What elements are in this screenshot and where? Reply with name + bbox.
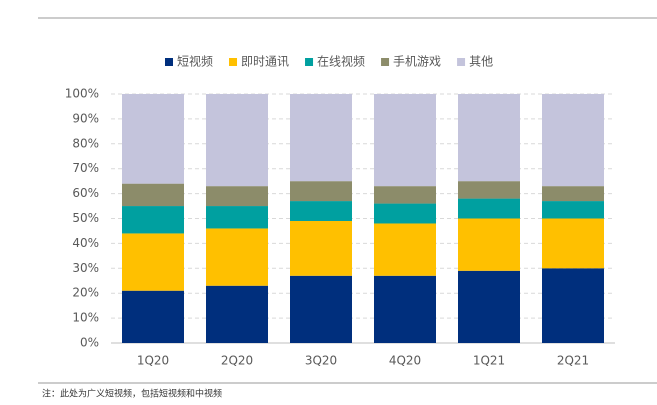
bar-segment xyxy=(374,203,436,224)
y-tick-label: 90% xyxy=(72,111,99,125)
bar-segment xyxy=(206,285,268,343)
y-tick-label: 50% xyxy=(72,211,99,225)
legend-marker xyxy=(165,58,173,66)
bar-segment xyxy=(542,186,604,202)
bar-segment xyxy=(458,218,520,271)
bar-segment xyxy=(122,233,184,291)
legend-marker xyxy=(457,58,466,66)
legend-marker xyxy=(381,58,390,66)
bar-segment xyxy=(290,220,352,276)
bar-segment xyxy=(122,94,184,184)
bar-segment xyxy=(122,290,184,343)
bar-segment xyxy=(206,94,268,187)
y-tick-label: 30% xyxy=(72,261,99,275)
bar-segment xyxy=(458,181,520,199)
bar-segment xyxy=(374,94,436,187)
bar-segment xyxy=(458,270,520,343)
y-tick-label: 20% xyxy=(72,286,99,300)
y-tick-label: 100% xyxy=(65,87,99,101)
bar-segment xyxy=(542,94,604,187)
bar-segment xyxy=(542,218,604,269)
bar-segment xyxy=(206,186,268,207)
bar-segment xyxy=(122,206,184,234)
bar-segment xyxy=(206,228,268,286)
legend-label: 即时通讯 xyxy=(241,55,289,69)
y-tick-label: 80% xyxy=(72,136,99,150)
y-tick-label: 0% xyxy=(80,336,99,350)
bar-segment xyxy=(290,94,352,182)
bar-segment xyxy=(542,268,604,343)
y-tick-label: 60% xyxy=(72,186,99,200)
bar-segment xyxy=(374,275,436,343)
bar-segment xyxy=(206,206,268,229)
bar-segment xyxy=(542,201,604,219)
bar-segment xyxy=(290,201,352,221)
legend-marker xyxy=(229,58,238,66)
bar-segment xyxy=(374,186,436,204)
bar-segment xyxy=(290,181,352,202)
footnote: 注：此处为广义短视频，包括短视频和中视频 xyxy=(42,388,222,400)
x-tick-label: 4Q20 xyxy=(389,354,421,368)
y-tick-label: 40% xyxy=(72,236,99,250)
x-tick-label: 1Q21 xyxy=(473,354,505,368)
legend-marker xyxy=(305,58,314,66)
x-tick-label: 1Q20 xyxy=(137,354,169,368)
legend-label: 其他 xyxy=(469,55,493,69)
x-tick-label: 2Q20 xyxy=(221,354,253,368)
legend-label: 短视频 xyxy=(177,54,213,69)
bar-segment xyxy=(290,275,352,343)
legend-label: 手机游戏 xyxy=(393,55,441,69)
y-tick-label: 10% xyxy=(72,311,99,325)
x-tick-label: 3Q20 xyxy=(305,354,337,368)
bar-segment xyxy=(122,183,184,207)
bar-segment xyxy=(458,94,520,182)
legend-label: 在线视频 xyxy=(317,54,365,69)
bar-segment xyxy=(374,223,436,276)
y-tick-label: 70% xyxy=(72,161,99,175)
x-tick-label: 2Q21 xyxy=(557,354,589,368)
bar-segment xyxy=(458,198,520,219)
